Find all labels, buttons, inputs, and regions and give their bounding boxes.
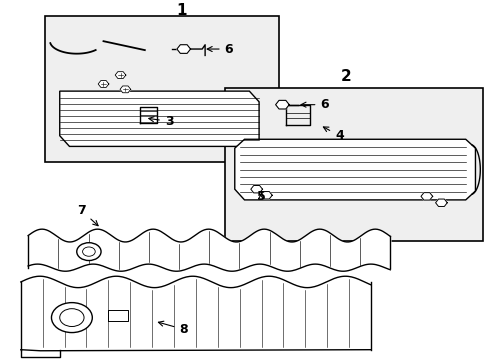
Polygon shape (234, 139, 474, 200)
Text: 4: 4 (323, 127, 343, 142)
Text: 6: 6 (301, 98, 328, 111)
Text: 8: 8 (158, 321, 188, 336)
Text: 1: 1 (176, 3, 186, 18)
Text: 6: 6 (207, 42, 233, 55)
Circle shape (51, 303, 92, 333)
Polygon shape (260, 192, 272, 199)
Polygon shape (98, 81, 109, 87)
Polygon shape (275, 100, 288, 109)
Polygon shape (435, 199, 447, 207)
Circle shape (77, 243, 101, 261)
Bar (45, 16, 278, 162)
Polygon shape (250, 185, 262, 193)
Polygon shape (60, 91, 259, 147)
Polygon shape (420, 193, 432, 200)
Polygon shape (120, 86, 130, 93)
Polygon shape (21, 276, 370, 350)
Text: 3: 3 (148, 115, 173, 128)
Text: 7: 7 (77, 204, 98, 226)
Polygon shape (115, 72, 125, 78)
Bar (224, 87, 482, 241)
Text: 5: 5 (257, 190, 265, 203)
Text: 2: 2 (341, 69, 351, 84)
Polygon shape (177, 45, 190, 53)
